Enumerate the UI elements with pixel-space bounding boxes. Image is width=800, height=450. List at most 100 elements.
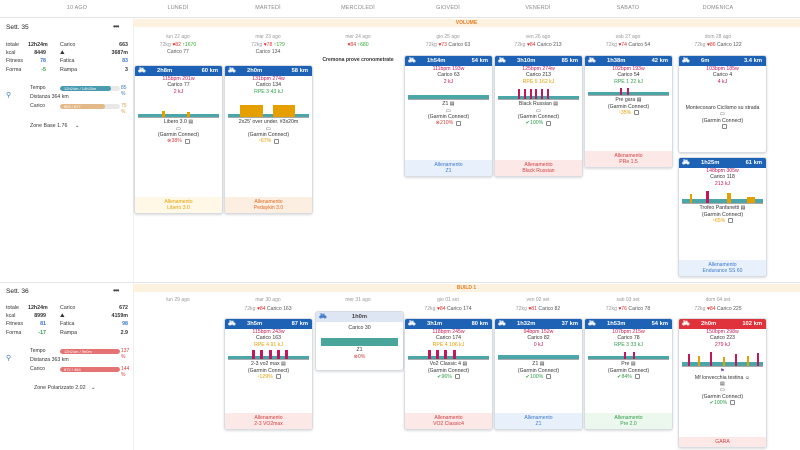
stat-value: 663 <box>119 42 128 48</box>
today-label[interactable]: 10 AGO <box>66 5 88 11</box>
checkbox[interactable] <box>634 374 640 380</box>
card-workout[interactable]: Allenamento Z1 <box>495 413 582 429</box>
day-header-tue: MARTEDÌ <box>255 5 281 11</box>
day-date: lun 22 ago <box>166 34 190 40</box>
card-metrics: 115bpm 201w <box>162 76 195 82</box>
notes-icon: ▤ <box>539 361 545 368</box>
load-bar: 663 / 877 <box>60 104 120 109</box>
card-source: (Garmin Connect) <box>607 367 650 374</box>
stat-label: kcal <box>6 50 16 57</box>
card-header: 🚲︎ 1h53m 54 km <box>585 319 672 329</box>
power-profile <box>408 86 489 101</box>
card-workout[interactable]: Allenamento VO2 Classic4 <box>405 413 492 429</box>
card-duration: 2h0m <box>701 321 717 327</box>
card-rpe: RPE 1 22 kJ <box>614 78 643 85</box>
card-workout[interactable]: Allenamento PRe 1.5 <box>585 151 672 167</box>
checkbox[interactable] <box>730 400 736 406</box>
card-status: ✔96% <box>405 374 492 380</box>
day-info: ♥84 ↑680 <box>347 42 369 48</box>
card-distance: 85 km <box>561 58 578 64</box>
day-date: sab 27 ago <box>615 34 641 40</box>
checkbox[interactable] <box>456 120 462 126</box>
card-status: ✔100% <box>495 120 582 126</box>
checkbox[interactable] <box>634 110 640 116</box>
tempo-pct: 85 % <box>121 85 127 97</box>
checkbox[interactable] <box>275 374 281 380</box>
card-source: (Garmin Connect) <box>517 114 560 121</box>
card-metrics: 102bpm 193w <box>612 66 645 72</box>
zone-label[interactable]: Zone Polarizzato 2.02 ⌄ <box>34 385 95 391</box>
day-date: ven 26 ago <box>525 34 551 40</box>
day-note[interactable]: Cremona prove cronometrate <box>322 57 394 63</box>
activity-card[interactable]: 🚲︎ 2h8m 60 km 115bpm 201w Carico 77 2 kJ L… <box>134 65 223 214</box>
checkbox[interactable] <box>184 138 190 144</box>
notes-icon: ▤ <box>636 97 642 104</box>
stat-value: 3687m <box>111 50 129 57</box>
day-info: 72kg ♥76 Carico 78 <box>605 306 651 312</box>
card-workout[interactable]: Allenamento Pre 2.0 <box>585 413 672 429</box>
fail-icon: ⊗ <box>353 353 358 360</box>
checkbox[interactable] <box>728 218 734 224</box>
activity-card[interactable]: 🚲︎ 1h32m 37 km 94bpm 152w Carico 82 0 kJ Z… <box>494 318 583 430</box>
card-source: (Garmin Connect) <box>247 367 290 374</box>
load-value: 672 / 464 <box>60 367 120 372</box>
notes-icon: ▤ <box>449 101 455 108</box>
card-workout[interactable]: Allenamento Z1 <box>405 160 492 176</box>
card-workout[interactable]: Allenamento Endurance SS 60 <box>679 260 766 276</box>
activity-card[interactable]: 🚲︎ 6m 3.4 km 103bpm 185w Carico 4 4 kJ Mon… <box>678 55 767 153</box>
week-summary: Sett. 35 ••• totale 12h24m Carico 663 kcal 8… <box>0 19 133 282</box>
checkbox[interactable] <box>546 120 552 126</box>
load-pct: 144 % <box>121 366 130 378</box>
stat-value: 8449 <box>34 50 46 57</box>
zone-label[interactable]: Zone Base 1.76 ⌄ <box>30 123 79 129</box>
card-duration: 3h10m <box>517 58 536 64</box>
calendar-header: 10 AGO LUNEDÌ MARTEDÌ MERCOLEDÌ GIOVEDÌ … <box>0 0 800 18</box>
day-info: 72kg ♥81 Carico 82 <box>515 306 561 312</box>
card-duration: 3h1m <box>427 321 443 327</box>
power-profile <box>408 349 489 361</box>
tempo-label: Tempo <box>30 85 46 91</box>
day-info: 72kg ♥84 Carico 213 <box>514 42 562 48</box>
card-duration: 1h0m <box>351 314 368 320</box>
card-status: ✔100% <box>495 374 582 380</box>
card-header: 🚲︎ 1h0m <box>316 312 403 322</box>
card-metrics: 115bpm 243w <box>252 329 285 335</box>
card-distance: 3.4 km <box>743 58 762 64</box>
activity-card[interactable]: 🚲︎ 1h25m 61 km 148bpm 305w Carico 118 213 … <box>678 157 767 277</box>
activity-card[interactable]: 🚲︎ 3h5m 87 km 115bpm 243w Carico 163 RPE 4… <box>224 318 313 430</box>
activity-card[interactable]: 🚲︎ 1h54m 54 km 111bpm 193w Carico 63 2 kJ … <box>404 55 493 177</box>
activity-card[interactable]: 🚲︎ 2h0m 58 km 131bpm 274w Carico 134 RPE 3… <box>224 65 313 214</box>
card-load: Carico 223 <box>709 335 736 342</box>
day-date: mar 23 ago <box>255 34 281 40</box>
checkbox[interactable] <box>274 138 280 144</box>
card-title: 2-3 vo2 max ▤ <box>251 361 286 368</box>
planned-workout-card[interactable]: 🚲︎ 1h0m Carico 30 Z1 ⊗0% <box>315 311 404 371</box>
week-menu-icon[interactable]: ••• <box>113 22 119 31</box>
stat-value: 3 <box>125 66 128 73</box>
checkbox[interactable] <box>721 124 727 130</box>
card-workout[interactable]: Allenamento Black Russian <box>495 160 582 176</box>
activity-card[interactable]: 🚲︎ 3h10m 85 km 125bpm 274w Carico 213 RPE … <box>494 55 583 177</box>
card-metrics: 125bpm 274w <box>522 66 555 72</box>
activity-card[interactable]: 🚲︎ 1h53m 54 km 107bpm 215w Carico 78 RPE 3… <box>584 318 673 430</box>
card-workout[interactable]: Allenamento Libero 3.0 <box>135 197 222 213</box>
race-activity-card[interactable]: 🚲︎ 2h0m 102 km 150bpm 298w Carico 223 279 … <box>678 318 767 448</box>
checkbox[interactable] <box>454 374 460 380</box>
card-header: 🚲︎ 1h25m 61 km <box>679 158 766 168</box>
card-workout[interactable]: Allenamento 2-3 VO2max <box>225 413 312 429</box>
card-source: (Garmin Connect) <box>701 117 744 124</box>
checkbox[interactable] <box>546 374 552 380</box>
day-date: mer 24 ago <box>345 34 371 40</box>
card-workout[interactable]: Allenamento Pedaykin 3.0 <box>225 197 312 213</box>
card-energy: 2 kJ <box>443 78 454 85</box>
day-date: sab 03 set <box>616 297 640 303</box>
card-race-tag[interactable]: GARA <box>679 437 766 447</box>
week-label: Sett. 35 <box>6 24 29 31</box>
day-header-wed: MERCOLEDÌ <box>341 5 375 11</box>
week-menu-icon[interactable]: ••• <box>113 286 119 295</box>
activity-card[interactable]: 🚲︎ 3h1m 80 km 118bpm 245w Carico 174 RPE 4… <box>404 318 493 430</box>
day-info: 72kg ♥86 Carico 122 <box>694 42 742 48</box>
stat-value: 4159m <box>111 313 129 320</box>
activity-card[interactable]: 🚲︎ 1h38m 42 km 102bpm 193w Carico 54 RPE 1… <box>584 55 673 168</box>
